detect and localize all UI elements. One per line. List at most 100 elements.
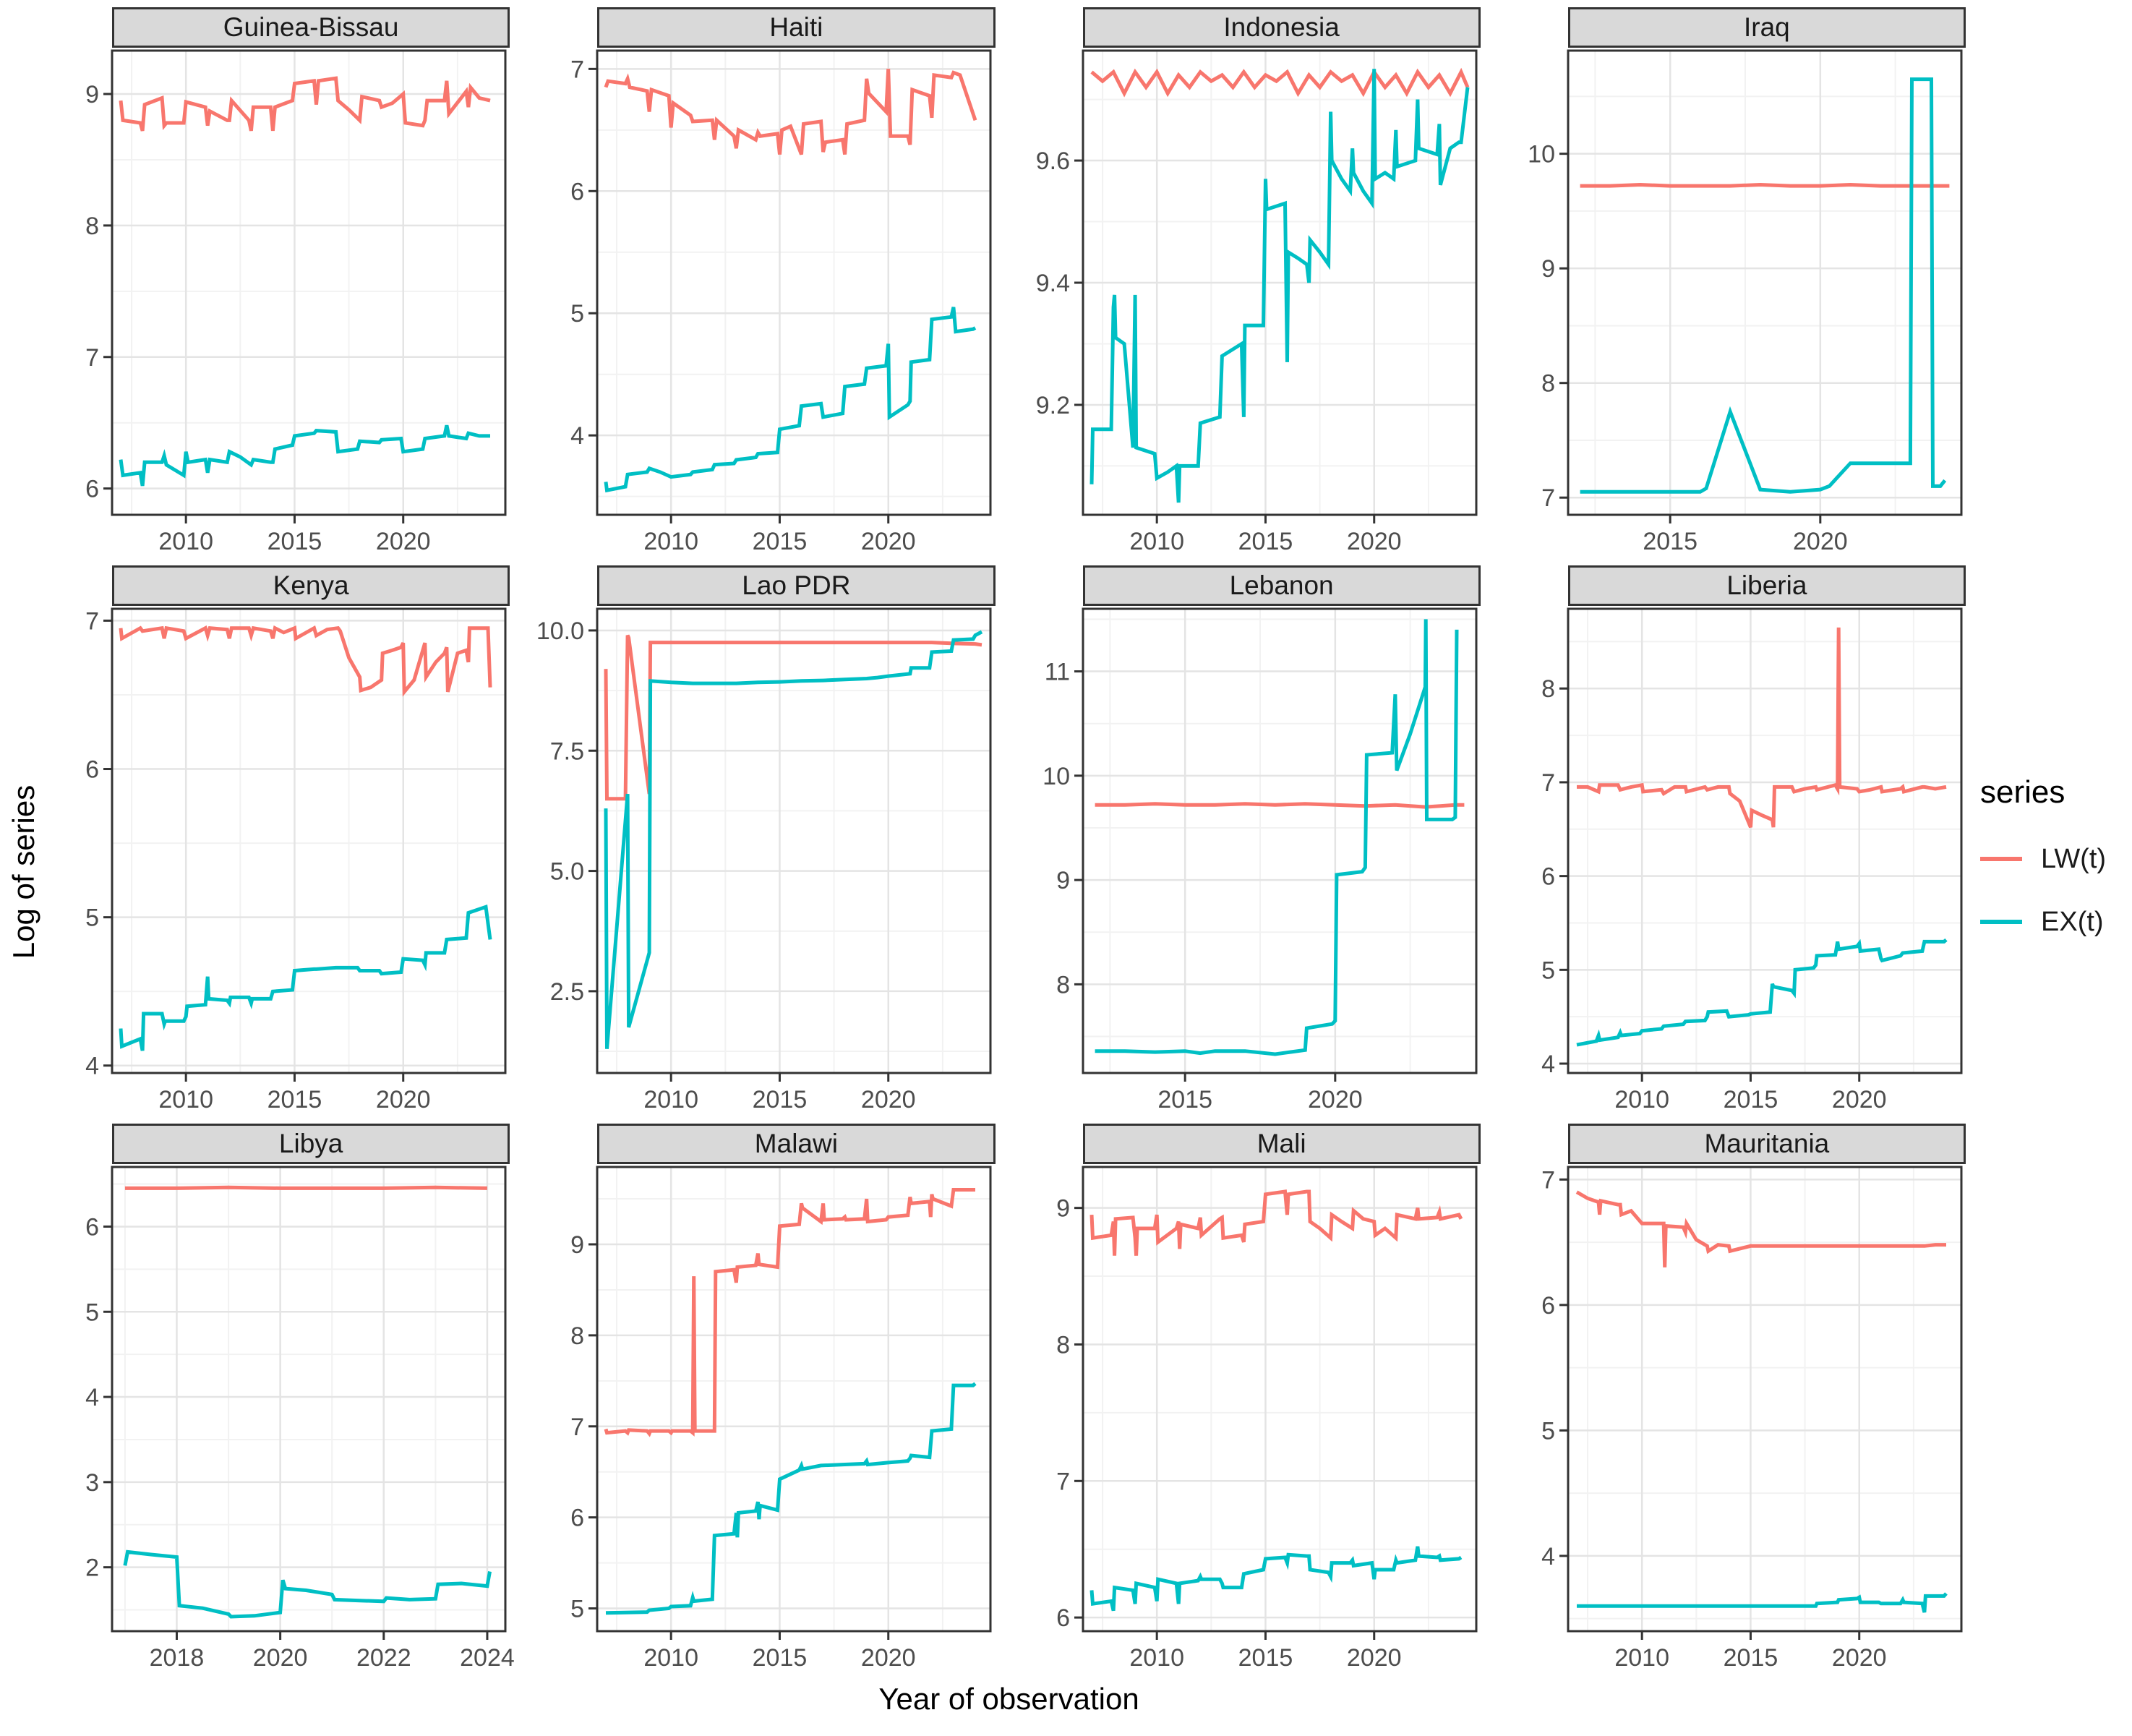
facet-title: Kenya [273,570,349,600]
chart-liberia: 2010 2015 2020 4 5 6 7 8 [1541,607,1963,1113]
svg-text:6: 6 [570,178,584,205]
legend: series LW(t) EX(t) [1974,7,2129,1736]
svg-text:2020: 2020 [1832,1644,1887,1672]
facet-mali: Mali 2010 2015 2020 6 7 8 9 [1014,1124,1489,1673]
facet-grid-column: Guinea-Bissau 2010 2015 2020 6 7 8 9 Haiti 201… [43,7,1974,1736]
svg-text:2010: 2010 [1614,1644,1669,1672]
svg-text:9.6: 9.6 [1035,147,1069,175]
facet-strip: Indonesia [1082,7,1481,48]
facet-libya: Libya 2018 2020 2022 2024 2 3 4 5 6 [43,1124,518,1673]
svg-text:2020: 2020 [1832,1086,1887,1113]
svg-text:9: 9 [1056,867,1070,894]
svg-text:8: 8 [1056,971,1070,999]
facet-strip: Kenya [112,565,510,606]
chart-guinea-bissau: 2010 2015 2020 6 7 8 9 [85,49,507,555]
svg-text:2020: 2020 [376,528,431,555]
facet-grid: Guinea-Bissau 2010 2015 2020 6 7 8 9 Haiti 201… [43,7,1974,1673]
svg-text:6: 6 [85,1213,99,1241]
svg-text:2020: 2020 [253,1644,308,1672]
facet-title: Lebanon [1229,570,1334,600]
y-axis-title-column: Log of series [4,7,43,1736]
svg-text:5: 5 [85,1299,99,1326]
facet-strip: Mauritania [1567,1124,1966,1164]
svg-text:9: 9 [1541,255,1555,283]
svg-text:2022: 2022 [356,1644,411,1672]
facet-title: Mali [1256,1129,1306,1158]
svg-text:2010: 2010 [158,528,213,555]
svg-text:2015: 2015 [1238,1644,1293,1672]
svg-text:2020: 2020 [1793,528,1848,555]
lw-line-swatch-icon [1980,857,2022,861]
svg-text:2020: 2020 [1308,1086,1363,1113]
svg-text:2024: 2024 [460,1644,514,1672]
svg-text:2.5: 2.5 [550,978,584,1006]
facet-title: Guinea-Bissau [223,12,399,42]
facet-guinea-bissau: Guinea-Bissau 2010 2015 2020 6 7 8 9 [43,7,518,557]
svg-text:8: 8 [1541,370,1555,398]
svg-text:2015: 2015 [267,528,322,555]
svg-text:5: 5 [570,300,584,328]
svg-text:5: 5 [85,905,99,932]
x-axis-title: Year of observation [878,1682,1139,1716]
svg-text:6: 6 [1056,1604,1070,1632]
svg-text:7: 7 [570,1414,584,1441]
facet-title: Haiti [769,12,823,42]
svg-text:7: 7 [1056,1468,1070,1495]
ex-line-swatch-icon [1980,920,2022,924]
svg-text:9: 9 [570,1231,584,1259]
facet-strip: Malawi [597,1124,996,1164]
chart-iraq: 2015 2020 7 8 9 10 [1528,49,1963,555]
legend-label-lw: LW(t) [2041,843,2107,874]
svg-text:2020: 2020 [861,1086,916,1113]
facet-title: Indonesia [1223,12,1340,42]
chart-mali: 2010 2015 2020 6 7 8 9 [1056,1166,1477,1672]
facet-title: Liberia [1726,570,1807,600]
svg-text:8: 8 [85,213,99,240]
svg-text:2015: 2015 [753,1644,808,1672]
svg-text:2020: 2020 [861,1644,916,1672]
chart-haiti: 2010 2015 2020 4 5 6 7 [570,49,992,555]
svg-text:2015: 2015 [1723,1086,1778,1113]
svg-text:7: 7 [1541,484,1555,512]
chart-indonesia: 2010 2015 2020 9.2 9.4 9.6 [1035,49,1477,555]
facet-liberia: Liberia 2010 2015 2020 4 5 6 7 8 [1499,565,1974,1115]
svg-text:2010: 2010 [1614,1086,1669,1113]
svg-text:2010: 2010 [1129,1644,1184,1672]
facet-strip: Lebanon [1082,565,1481,606]
svg-text:6: 6 [85,756,99,784]
legend-entry-ex: EX(t) [1980,907,2104,938]
svg-text:10: 10 [1528,141,1555,168]
svg-text:5: 5 [1541,957,1555,984]
chart-libya: 2018 2020 2022 2024 2 3 4 5 6 [85,1166,514,1672]
svg-text:2015: 2015 [753,1086,808,1113]
svg-text:2: 2 [85,1555,99,1582]
facet-strip: Guinea-Bissau [112,7,510,48]
svg-text:7.5: 7.5 [550,737,584,765]
svg-text:2020: 2020 [1346,1644,1401,1672]
svg-text:4: 4 [1541,1543,1555,1570]
svg-text:2015: 2015 [1723,1644,1778,1672]
svg-text:4: 4 [85,1053,99,1080]
svg-text:2020: 2020 [861,528,916,555]
svg-text:4: 4 [1541,1051,1555,1078]
svg-text:2018: 2018 [150,1644,205,1672]
facet-strip: Haiti [597,7,996,48]
svg-text:6: 6 [570,1505,584,1532]
facet-lao-pdr: Lao PDR 2010 2015 2020 2.5 5.0 7.5 10.0 [528,565,1003,1115]
svg-text:5: 5 [570,1596,584,1623]
facet-title: Lao PDR [742,570,851,600]
facet-strip: Mali [1082,1124,1481,1164]
y-axis-title: Log of series [7,784,41,959]
facet-strip: Iraq [1567,7,1966,48]
svg-text:7: 7 [85,607,99,635]
svg-text:9.2: 9.2 [1035,392,1069,419]
facet-title: Mauritania [1704,1129,1830,1158]
facet-indonesia: Indonesia 2010 2015 2020 9.2 9.4 9.6 [1014,7,1489,557]
svg-text:9: 9 [85,81,99,108]
facet-strip: Libya [112,1124,510,1164]
svg-text:2010: 2010 [644,1644,699,1672]
facet-strip: Liberia [1567,565,1966,606]
svg-text:7: 7 [570,56,584,83]
svg-text:8: 8 [1056,1331,1070,1359]
legend-label-ex: EX(t) [2041,906,2104,937]
